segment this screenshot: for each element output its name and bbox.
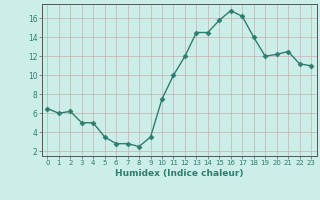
X-axis label: Humidex (Indice chaleur): Humidex (Indice chaleur) (115, 169, 244, 178)
